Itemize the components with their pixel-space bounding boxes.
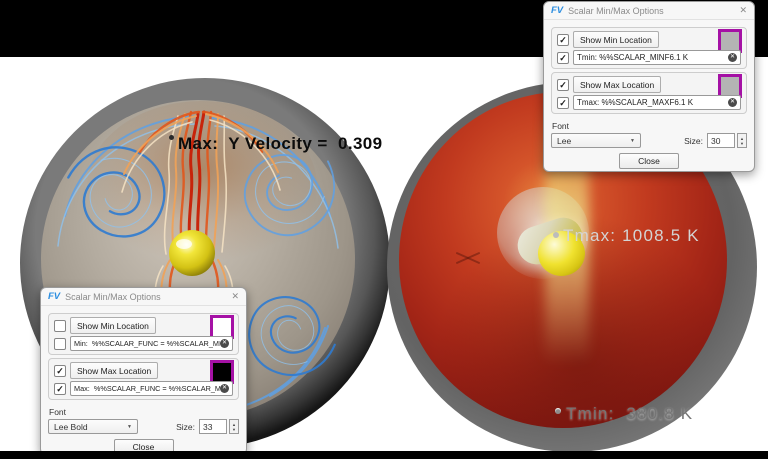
scalar-minmax-dialog-right: FV Scalar Min/Max Options ✕ ✓ Show Min L… (543, 1, 755, 172)
max-color-swatch[interactable] (718, 74, 742, 98)
tmin-annotation: Tmin: 380.8 K (566, 404, 694, 423)
size-input[interactable]: 33 (199, 419, 227, 434)
size-input[interactable]: 30 (707, 133, 735, 148)
close-icon[interactable]: ✕ (231, 291, 239, 301)
font-section-label: Font (552, 121, 570, 131)
show-min-checkbox[interactable] (54, 319, 66, 332)
max-location-group: ✓ Show Max Location ✓ Max: %%SCALAR_FUNC… (48, 358, 239, 400)
clear-min-field-icon[interactable]: ✕ (728, 53, 737, 62)
dialog-title: Scalar Min/Max Options (568, 5, 664, 16)
size-label: Size: (176, 421, 195, 432)
font-dropdown[interactable]: Lee Bold ▼ (48, 419, 138, 434)
tmax-location-marker (553, 232, 559, 238)
max-location-group: ✓ Show Max Location ✓ Tmax: %%SCALAR_MAX… (551, 72, 747, 114)
fv-logo-icon: FV (551, 5, 564, 16)
max-location-marker (169, 135, 174, 140)
scalar-minmax-dialog-left: FV Scalar Min/Max Options ✕ Show Min Loc… (40, 287, 247, 455)
max-label-field[interactable]: Tmax: %%SCALAR_MAXF6.1 K ✕ (573, 95, 741, 110)
font-dropdown[interactable]: Lee ▼ (551, 133, 641, 148)
min-label-checkbox[interactable]: ✓ (557, 51, 569, 64)
min-label-field[interactable]: Tmin: %%SCALAR_MINF6.1 K ✕ (573, 50, 741, 65)
size-label: Size: (684, 135, 703, 146)
max-label-field[interactable]: Max: %%SCALAR_FUNC = %%SCALAR_MAXF6.3 ✕ (70, 381, 233, 396)
spinner-up-icon[interactable]: ▲ (232, 421, 236, 427)
fv-logo-icon: FV (48, 291, 61, 302)
font-dropdown-value: Lee (557, 135, 572, 146)
show-max-location-button[interactable]: Show Max Location (70, 362, 159, 379)
dialog-titlebar[interactable]: FV Scalar Min/Max Options ✕ (41, 288, 246, 306)
tmax-annotation: Tmax: 1008.5 K (563, 226, 700, 245)
font-section-label: Font (49, 407, 67, 417)
spinner-down-icon[interactable]: ▼ (740, 140, 744, 146)
show-min-checkbox[interactable]: ✓ (557, 33, 569, 46)
close-icon[interactable]: ✕ (739, 5, 747, 15)
max-velocity-annotation: Max: Y Velocity = 0.309 (178, 134, 383, 153)
show-min-location-button[interactable]: Show Min Location (70, 317, 156, 334)
clear-max-field-icon[interactable]: ✕ (728, 98, 737, 107)
max-label-checkbox[interactable]: ✓ (54, 382, 66, 395)
show-max-checkbox[interactable]: ✓ (557, 78, 569, 91)
clear-max-field-icon[interactable]: ✕ (220, 384, 229, 393)
yellow-sphere-right (538, 231, 585, 276)
min-label-value: Tmin: %%SCALAR_MINF6.1 K (577, 53, 689, 62)
show-max-checkbox[interactable]: ✓ (54, 364, 66, 377)
yellow-sphere-left (169, 230, 215, 276)
dialog-titlebar[interactable]: FV Scalar Min/Max Options ✕ (544, 2, 754, 20)
tmin-location-marker (555, 408, 561, 414)
spinner-down-icon[interactable]: ▼ (232, 426, 236, 432)
bottom-black-band (0, 451, 768, 459)
show-max-location-button[interactable]: Show Max Location (573, 76, 662, 93)
max-label-checkbox[interactable]: ✓ (557, 96, 569, 109)
font-dropdown-value: Lee Bold (54, 421, 88, 432)
close-button[interactable]: Close (619, 153, 679, 169)
size-stepper[interactable]: ▲ ▼ (737, 133, 747, 148)
spinner-up-icon[interactable]: ▲ (740, 135, 744, 141)
min-location-group: ✓ Show Min Location ✓ Tmin: %%SCALAR_MIN… (551, 27, 747, 69)
chevron-down-icon: ▼ (630, 137, 635, 144)
clear-min-field-icon[interactable]: ✕ (220, 339, 229, 348)
min-label-field[interactable]: Min: %%SCALAR_FUNC = %%SCALAR_MINF6.3 ✕ (70, 336, 233, 351)
chevron-down-icon: ▼ (127, 423, 132, 430)
size-stepper[interactable]: ▲ ▼ (229, 419, 239, 434)
min-location-group: Show Min Location Min: %%SCALAR_FUNC = %… (48, 313, 239, 355)
show-min-location-button[interactable]: Show Min Location (573, 31, 659, 48)
max-label-value: Max: %%SCALAR_FUNC = %%SCALAR_MAXF6.3 (74, 384, 220, 393)
min-label-checkbox[interactable] (54, 337, 66, 350)
max-label-value: Tmax: %%SCALAR_MAXF6.1 K (577, 98, 694, 107)
min-label-value: Min: %%SCALAR_FUNC = %%SCALAR_MINF6.3 (74, 339, 220, 348)
dialog-title: Scalar Min/Max Options (65, 291, 161, 302)
